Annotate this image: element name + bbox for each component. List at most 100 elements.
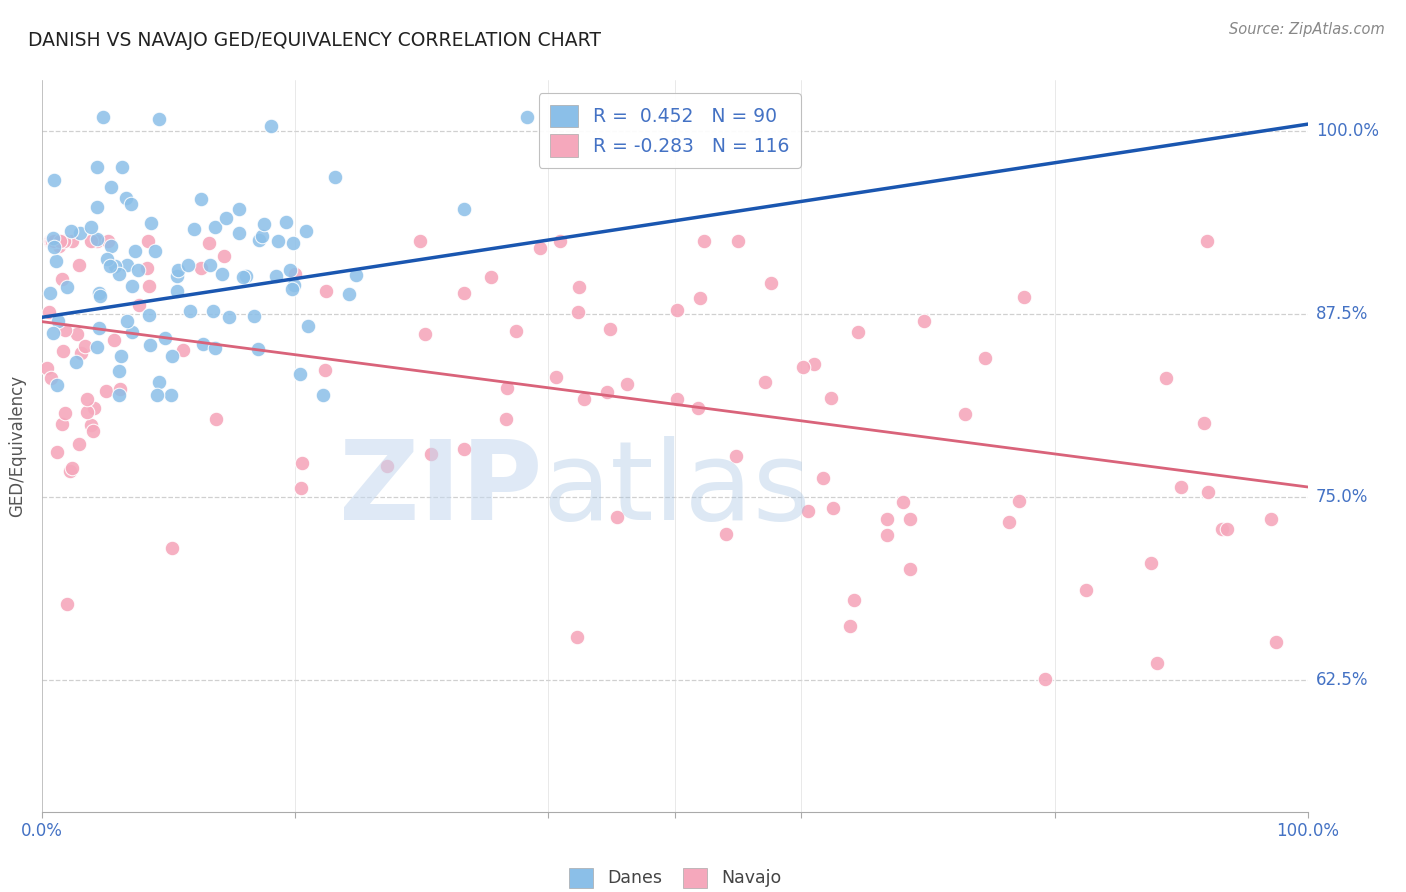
Point (148, 376, 170, 390)
Point (912, 314, 935, 328)
Point (312, 388, 335, 402)
Point (108, 388, 131, 402)
Point (212, 249, 235, 263)
Point (115, 258, 138, 272)
Point (166, 285, 188, 299)
Point (323, 170, 346, 185)
Text: 62.5%: 62.5% (1316, 671, 1368, 689)
Point (1146, 657, 1168, 671)
Point (115, 313, 138, 327)
Point (846, 326, 869, 340)
Point (44, 234, 66, 248)
Point (1140, 556, 1163, 570)
Point (139, 216, 162, 230)
Point (59, 224, 82, 238)
Point (876, 528, 898, 542)
Point (337, 287, 360, 301)
Point (76, 405, 98, 419)
Point (107, 364, 129, 378)
Point (60, 234, 83, 248)
Point (65, 354, 87, 368)
Point (128, 298, 150, 312)
Point (567, 630, 589, 644)
Point (39, 234, 62, 248)
Point (204, 411, 226, 425)
Point (143, 244, 166, 259)
Point (46, 314, 69, 328)
Point (419, 447, 441, 461)
Point (97, 234, 120, 248)
Point (1008, 494, 1031, 508)
Point (110, 350, 132, 364)
Point (82, 424, 104, 438)
Point (606, 509, 628, 524)
Point (567, 305, 589, 319)
Point (253, 217, 276, 231)
Point (290, 481, 312, 495)
Point (136, 260, 159, 275)
Point (572, 392, 595, 407)
Point (314, 363, 336, 377)
Text: 75.0%: 75.0% (1316, 488, 1368, 506)
Text: 87.5%: 87.5% (1316, 305, 1368, 323)
Point (548, 234, 571, 248)
Point (191, 336, 214, 351)
Point (665, 303, 688, 318)
Point (288, 368, 311, 382)
Point (1156, 371, 1178, 385)
Point (100, 238, 122, 252)
Point (190, 192, 212, 206)
Point (52, 234, 75, 248)
Point (281, 282, 304, 296)
Point (228, 202, 250, 217)
Point (96, 252, 118, 267)
Point (65, 326, 87, 341)
Point (821, 501, 844, 516)
Point (568, 280, 591, 294)
Point (146, 388, 169, 402)
Point (159, 388, 181, 402)
Point (599, 322, 621, 336)
Point (235, 269, 257, 284)
Point (111, 161, 134, 175)
Point (693, 234, 716, 248)
Point (953, 407, 976, 421)
Point (727, 234, 749, 248)
Point (51, 272, 73, 286)
Point (1194, 416, 1216, 430)
Point (214, 211, 236, 226)
Point (803, 357, 825, 371)
Point (1211, 522, 1233, 536)
Point (138, 309, 160, 323)
Point (42, 326, 65, 340)
Point (1012, 290, 1035, 304)
Point (1216, 522, 1239, 536)
Point (291, 456, 314, 470)
Point (813, 470, 835, 484)
Point (1035, 672, 1057, 686)
Point (49, 234, 72, 248)
Point (891, 495, 914, 509)
Point (505, 325, 527, 339)
Point (96, 384, 118, 399)
Point (1264, 635, 1286, 649)
Point (86, 234, 108, 248)
Point (148, 112, 170, 126)
Point (104, 260, 127, 274)
Text: DANISH VS NAVAJO GED/EQUIVALENCY CORRELATION CHART: DANISH VS NAVAJO GED/EQUIVALENCY CORRELA… (28, 31, 602, 50)
Point (108, 382, 131, 396)
Point (103, 333, 125, 347)
Point (898, 512, 921, 526)
Point (177, 258, 200, 272)
Point (86, 160, 108, 174)
Point (1197, 484, 1219, 499)
Point (53, 405, 76, 419)
Point (278, 262, 301, 277)
Point (190, 260, 212, 275)
Point (60, 461, 83, 475)
Point (759, 276, 782, 290)
Point (80, 417, 103, 432)
Point (56, 597, 79, 611)
Point (86, 232, 108, 246)
Point (496, 381, 519, 395)
